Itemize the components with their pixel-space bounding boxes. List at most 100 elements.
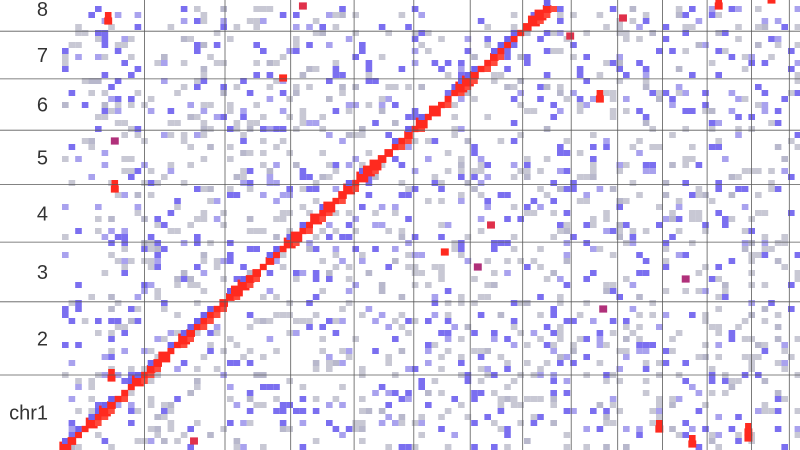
heatmap-cell <box>781 156 788 162</box>
heatmap-cell <box>246 396 254 402</box>
heatmap-cell <box>761 234 769 240</box>
diagonal-cell <box>497 42 505 48</box>
heatmap-cell <box>781 396 788 402</box>
heatmap-cell <box>497 408 505 414</box>
heatmap-cell <box>180 180 188 186</box>
heatmap-cell <box>517 300 524 306</box>
heatmap-cell <box>62 312 69 318</box>
heatmap-cell <box>662 288 670 294</box>
heatmap-cell <box>385 324 392 330</box>
heatmap-cell <box>649 312 656 318</box>
heatmap-cell <box>253 102 260 108</box>
heatmap-cell <box>326 402 333 408</box>
heatmap-cell <box>609 282 617 288</box>
heatmap-cell <box>174 120 181 126</box>
heatmap-cell <box>194 216 201 222</box>
heatmap-cell <box>194 84 201 90</box>
heatmap-cell <box>669 96 676 102</box>
heatmap-cell <box>781 24 788 30</box>
heatmap-cell <box>108 330 115 336</box>
heatmap-cell <box>774 18 782 24</box>
heatmap-cell <box>220 24 227 30</box>
heatmap-cell <box>352 156 359 162</box>
heatmap-cell <box>458 96 465 102</box>
heatmap-cell <box>477 348 485 354</box>
heatmap-cell <box>372 348 379 354</box>
heatmap-cell <box>590 144 597 150</box>
heatmap-cell <box>88 90 95 96</box>
heatmap-cell <box>147 378 155 384</box>
heatmap-cell <box>794 408 800 414</box>
heatmap-cell <box>735 324 742 330</box>
diagonal-cell <box>273 246 280 252</box>
heatmap-cell <box>187 36 194 42</box>
heatmap-cell <box>702 342 709 348</box>
heatmap-cell <box>444 336 452 342</box>
heatmap-cell <box>781 240 788 246</box>
heatmap-cell <box>425 348 432 354</box>
heatmap-cell <box>411 30 419 36</box>
heatmap-cell <box>425 282 432 288</box>
heatmap-cell <box>121 240 128 246</box>
heatmap-cell <box>623 162 630 168</box>
heatmap-cell <box>524 204 531 210</box>
heatmap-cell <box>299 72 307 78</box>
heatmap-cell <box>213 30 221 36</box>
diagonal-cell <box>299 227 307 235</box>
heatmap-cell <box>550 312 557 318</box>
diagonal-cell <box>81 425 89 433</box>
heatmap-cell <box>616 234 623 240</box>
heatmap-cell <box>359 132 366 138</box>
heatmap-cell <box>161 414 168 420</box>
heatmap-cell <box>128 96 135 102</box>
hotspot-cell <box>689 435 696 441</box>
heatmap-cell <box>345 132 353 138</box>
heatmap-cell <box>557 228 564 234</box>
heatmap-cell <box>187 444 194 450</box>
chromosome-label: 7 <box>37 45 48 67</box>
heatmap-cell <box>246 348 254 354</box>
heatmap-cell <box>359 126 366 132</box>
heatmap-cell <box>286 210 293 216</box>
heatmap-cell <box>583 426 590 432</box>
heatmap-cell <box>128 366 135 372</box>
heatmap-cell <box>510 174 518 180</box>
heatmap-cell <box>689 216 696 222</box>
heatmap-cell <box>286 378 293 384</box>
heatmap-cell <box>385 264 392 270</box>
heatmap-cell <box>609 396 617 402</box>
heatmap-cell <box>167 132 175 138</box>
heatmap-cell <box>669 210 676 216</box>
heatmap-cell <box>154 252 161 258</box>
heatmap-cell <box>491 444 498 450</box>
heatmap-cell <box>616 294 623 300</box>
heatmap-cell <box>352 282 359 288</box>
heatmap-cell <box>326 270 333 276</box>
heatmap-cell <box>451 132 458 138</box>
heatmap-cell <box>286 96 293 102</box>
heatmap-cell <box>273 126 280 132</box>
heatmap-cell <box>583 354 590 360</box>
heatmap-cell <box>491 246 498 252</box>
diagonal-cell <box>484 59 492 67</box>
diagonal-cell <box>107 401 116 409</box>
heatmap-cell <box>352 54 359 60</box>
heatmap-cell <box>147 426 155 432</box>
heatmap-cell <box>761 60 769 66</box>
heatmap-cell <box>147 258 155 264</box>
heatmap-cell <box>444 300 452 306</box>
heatmap-cell <box>62 102 69 108</box>
heatmap-cell <box>451 240 458 246</box>
heatmap-cell <box>194 282 201 288</box>
heatmap-cell <box>656 204 663 210</box>
heatmap-cell <box>101 72 109 78</box>
heatmap-cell <box>339 318 346 324</box>
heatmap-cell <box>180 360 188 366</box>
heatmap-cell <box>557 30 564 36</box>
heatmap-cell <box>603 210 610 216</box>
heatmap-cell <box>504 366 511 372</box>
heatmap-cell <box>378 420 386 426</box>
heatmap-cell <box>636 294 643 300</box>
heatmap-cell <box>121 330 128 336</box>
heatmap-cell <box>484 204 491 210</box>
